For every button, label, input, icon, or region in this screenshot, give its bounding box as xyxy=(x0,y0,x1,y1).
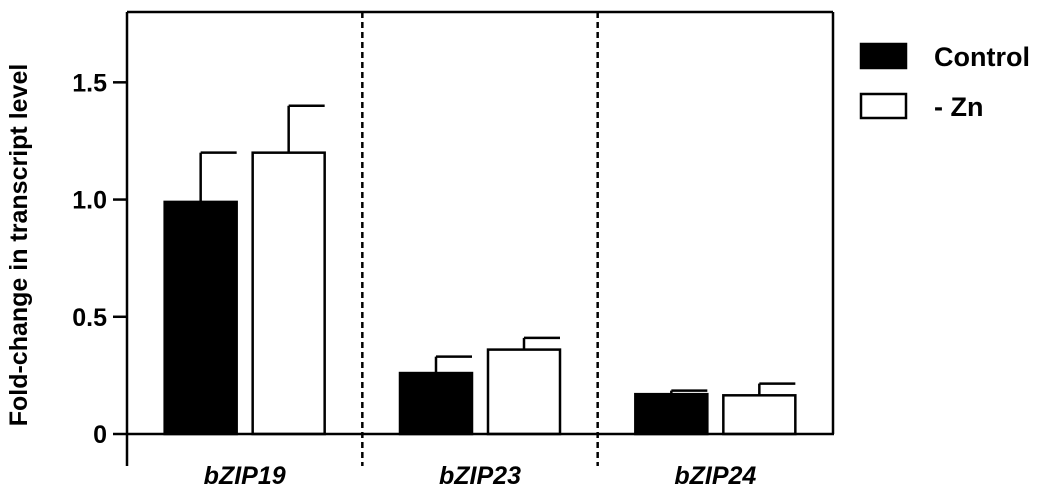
x-axis: bZIP19 bZIP23 bZIP24 xyxy=(126,432,834,490)
bars xyxy=(163,104,797,436)
legend-label: Control xyxy=(934,42,1030,72)
group-separators xyxy=(361,12,599,466)
legend: Control - Zn xyxy=(859,42,1030,122)
x-tick-label: bZIP23 xyxy=(439,462,521,490)
y-tick-label: 1.5 xyxy=(72,69,107,97)
legend-label: - Zn xyxy=(934,92,983,122)
y-tick-label: 0 xyxy=(93,421,107,449)
legend-swatch xyxy=(859,92,908,120)
y-tick-label: 0.5 xyxy=(72,304,107,332)
x-tick-label: bZIP19 xyxy=(204,462,286,490)
bar-bZIP19-- Zn xyxy=(251,151,326,436)
y-tick-label: 1.0 xyxy=(72,187,107,215)
plot-area xyxy=(125,10,835,466)
bar-bZIP24-Control xyxy=(634,392,709,436)
x-tick-label: bZIP24 xyxy=(674,462,756,490)
y-axis: 0 0.5 1.0 1.5 xyxy=(72,69,127,449)
bar-bZIP23-- Zn xyxy=(486,348,562,436)
bar-bZIP19-Control xyxy=(163,200,238,436)
y-axis-label: Fold-change in transcript level xyxy=(5,64,33,427)
legend-swatch xyxy=(859,42,908,70)
bar-bZIP23-Control xyxy=(398,371,474,436)
bar-bZIP24-- Zn xyxy=(722,394,797,436)
